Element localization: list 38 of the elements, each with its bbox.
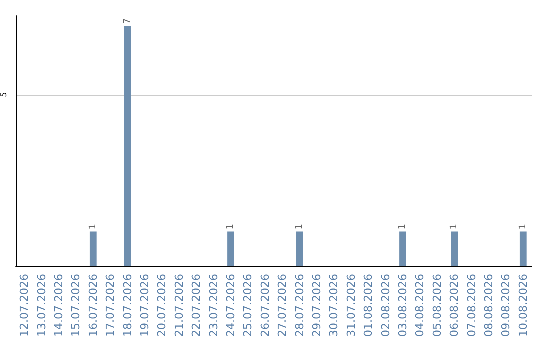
x-tick-label: 18.07.2026 — [121, 274, 134, 338]
x-tick-label: 24.07.2026 — [224, 274, 238, 338]
data-label: 1 — [518, 224, 528, 230]
x-tick-label: 08.08.2026 — [482, 274, 496, 338]
x-tick-label: 09.08.2026 — [500, 274, 513, 338]
x-tick-label: 28.07.2026 — [293, 274, 306, 338]
x-tick-label: 02.08.2026 — [379, 274, 392, 338]
x-tick-label: 05.08.2026 — [430, 274, 444, 338]
data-label: 1 — [88, 224, 98, 230]
x-tick-label: 25.07.2026 — [242, 274, 255, 338]
x-tick-label: 19.07.2026 — [138, 274, 152, 338]
x-tick-label: 01.08.2026 — [362, 274, 376, 338]
x-tick-label: 31.07.2026 — [344, 274, 358, 338]
x-tick-label: 07.08.2026 — [465, 274, 478, 338]
x-tick-label: 29.07.2026 — [310, 274, 324, 338]
x-tick-label: 20.07.2026 — [156, 274, 169, 338]
data-label: 1 — [294, 224, 305, 230]
data-label: 1 — [398, 224, 408, 230]
x-tick-label: 15.07.2026 — [70, 274, 83, 338]
x-tick-label: 22.07.2026 — [190, 274, 204, 338]
x-tick-label: 04.08.2026 — [414, 274, 427, 338]
x-tick-label: 12.07.2026 — [18, 274, 32, 338]
x-tick-label: 21.07.2026 — [172, 274, 186, 338]
x-tick-label: 23.07.2026 — [207, 274, 220, 338]
data-label: 1 — [226, 224, 236, 230]
data-label: 7 — [122, 18, 133, 24]
x-tick-label: 10.08.2026 — [516, 274, 530, 338]
x-tick-label: 13.07.2026 — [35, 274, 48, 338]
data-label: 1 — [450, 224, 460, 230]
x-tick-label: 30.07.2026 — [328, 274, 341, 338]
x-tick-label: 26.07.2026 — [258, 274, 272, 338]
y-tick-label: 5 — [0, 92, 8, 98]
x-tick-label: 03.08.2026 — [396, 274, 410, 338]
x-tick-label: 17.07.2026 — [104, 274, 118, 338]
x-tick-label: 27.07.2026 — [276, 274, 290, 338]
x-tick-label: 16.07.2026 — [86, 274, 100, 338]
x-tick-label: 06.08.2026 — [448, 274, 462, 338]
x-tick-label: 14.07.2026 — [52, 274, 66, 338]
